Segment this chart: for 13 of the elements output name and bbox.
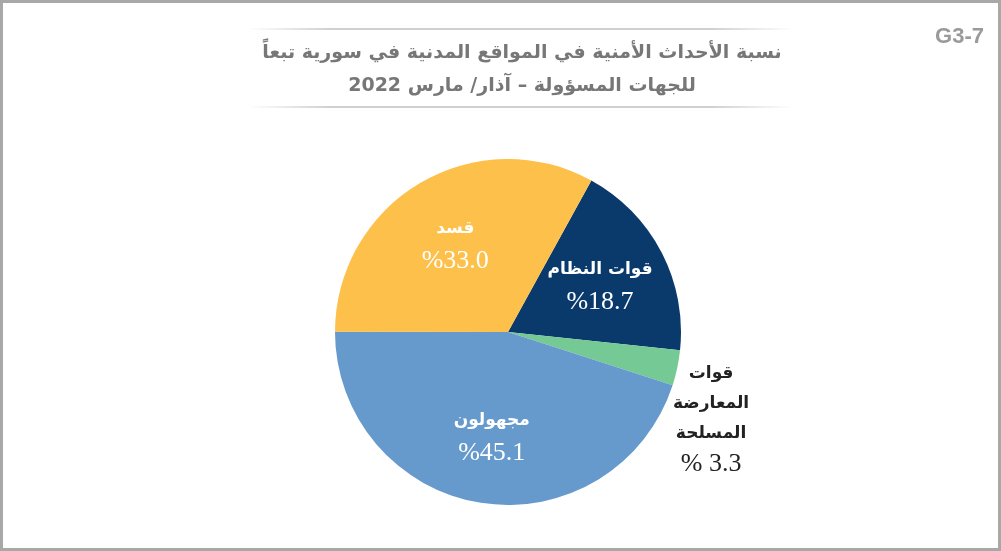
slice-label: قوات النظام [547,257,653,279]
slice-label: مجهولون [453,408,530,430]
data-label: %18.7 [566,285,634,315]
data-label: %33.0 [421,244,489,274]
pie-slice [508,180,681,351]
slice-label: قسد [436,216,475,237]
pie-slice [508,332,681,386]
chart-title: نسبة الأحداث الأمنية في المواقع المدنية في سورية تبعاً للجهات المسؤولة – آذار/ مارس 2022 [262,37,782,96]
data-label: % 3.3 [680,448,742,478]
data-label: %45.1 [458,436,526,466]
text: G3-7 [935,23,984,48]
pie-slice [335,331,673,505]
slice-label: قوات المعارضة المسلحة [673,362,750,443]
